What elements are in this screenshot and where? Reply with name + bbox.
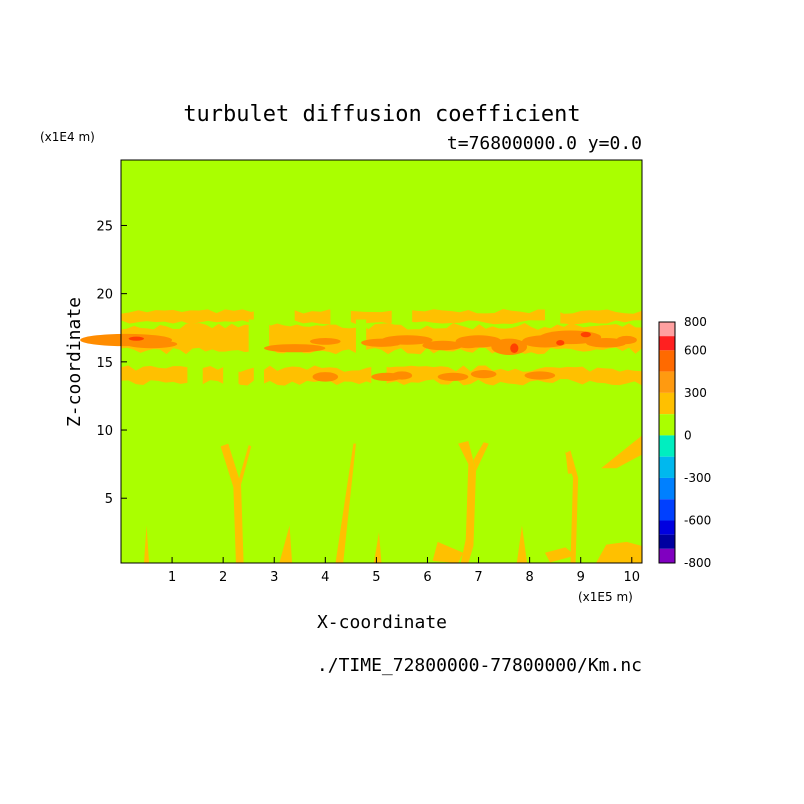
colorbar-swatch xyxy=(659,520,675,535)
x-tick-label: 1 xyxy=(168,570,176,585)
low-level-plume xyxy=(565,450,574,474)
colorbar-tick-label: -800 xyxy=(684,556,711,570)
low-level-plume xyxy=(516,525,528,563)
x-tick-label: 3 xyxy=(270,570,278,585)
y-unit-label: (x1E4 m) xyxy=(40,130,95,144)
high-kd-patch xyxy=(264,344,326,353)
x-tick-label: 6 xyxy=(423,570,431,585)
lower-band-gap xyxy=(187,361,203,390)
source-file-label: ./TIME_72800000-77800000/Km.nc xyxy=(317,655,642,676)
x-tick-label: 5 xyxy=(372,570,380,585)
y-tick-label: 5 xyxy=(105,492,113,507)
colorbar-swatch xyxy=(659,350,675,372)
high-kd-patch xyxy=(524,371,556,380)
upper-band-gap xyxy=(544,306,561,328)
low-level-plume xyxy=(373,532,382,563)
x-tick-label: 10 xyxy=(624,570,641,585)
x-tick-label: 2 xyxy=(219,570,227,585)
upper-band-gap xyxy=(330,306,351,328)
colorbar-tick-label: 0 xyxy=(684,428,692,442)
high-kd-patch xyxy=(126,340,178,349)
colorbar-tick-label: 600 xyxy=(684,343,707,357)
contour-features xyxy=(80,306,642,563)
x-axis-ticks: 1 2 3 4 5 6 7 8 9 10 xyxy=(168,557,640,585)
high-kd-patch xyxy=(422,340,464,351)
colorbar-swatch xyxy=(659,336,675,351)
plot-area: 1 2 3 4 5 6 7 8 9 10 5 10 15 20 25 xyxy=(80,159,643,585)
chart-subtitle: t=76800000.0 y=0.0 xyxy=(447,133,642,154)
main-band-gap xyxy=(248,319,270,358)
colorbar-tick-label: 300 xyxy=(684,386,707,400)
high-kd-patch xyxy=(437,372,469,381)
colorbar-swatch xyxy=(659,435,675,457)
low-level-plume xyxy=(335,443,356,563)
colorbar-tick-label: -600 xyxy=(684,513,711,527)
colorbar-tick-label: -300 xyxy=(684,471,711,485)
chart-title: turbulet diffusion coefficient xyxy=(183,102,580,127)
peak-kd-patch xyxy=(580,331,591,338)
y-tick-label: 15 xyxy=(96,356,113,371)
low-level-plume xyxy=(596,541,642,563)
low-level-plume xyxy=(432,541,464,563)
high-kd-patch xyxy=(312,372,339,382)
colorbar-swatch xyxy=(659,414,675,436)
low-level-plume xyxy=(238,445,252,485)
peak-kd-patch xyxy=(556,340,565,346)
y-tick-label: 25 xyxy=(96,219,113,234)
colorbar-frame xyxy=(658,321,676,564)
colorbar: 800 600 300 0 -300 -600 -800 xyxy=(658,315,711,570)
x-tick-label: 8 xyxy=(525,570,533,585)
colorbar-swatch xyxy=(659,499,675,521)
high-kd-patch xyxy=(309,337,341,345)
upper-band-gap xyxy=(391,306,413,328)
peak-kd-patch xyxy=(128,336,144,341)
y-tick-label: 10 xyxy=(96,424,113,439)
x-tick-label: 4 xyxy=(321,570,329,585)
x-axis-label: X-coordinate xyxy=(317,612,447,633)
y-axis-ticks: 5 10 15 20 25 xyxy=(96,219,127,507)
y-tick-label: 20 xyxy=(96,288,113,303)
high-kd-patch xyxy=(391,371,413,380)
low-level-plume xyxy=(473,442,489,471)
colorbar-swatch xyxy=(659,534,675,549)
x-tick-label: 7 xyxy=(474,570,482,585)
high-kd-patch xyxy=(585,337,627,348)
low-level-plume xyxy=(601,435,642,469)
high-kd-patch xyxy=(455,340,482,349)
low-level-plume xyxy=(143,525,150,563)
low-level-plume xyxy=(220,443,244,563)
lower-band-gap xyxy=(223,361,239,390)
colorbar-swatch xyxy=(659,477,675,500)
x-unit-label: (x1E5 m) xyxy=(578,590,633,604)
colorbar-swatch xyxy=(659,456,675,478)
low-level-plume xyxy=(544,547,576,563)
y-axis-label: Z-coordinate xyxy=(64,297,85,427)
colorbar-swatch xyxy=(659,392,675,415)
colorbar-swatch xyxy=(659,548,675,563)
colorbar-swatch xyxy=(659,371,675,393)
colorbar-tick-label: 800 xyxy=(684,315,707,329)
low-level-plume xyxy=(565,450,579,563)
heatmap-background xyxy=(121,160,642,563)
low-level-plume xyxy=(279,525,293,563)
low-level-plume xyxy=(458,440,476,563)
high-kd-patch xyxy=(470,370,497,379)
colorbar-swatch xyxy=(659,322,675,337)
x-tick-label: 9 xyxy=(577,570,585,585)
lower-band-gap xyxy=(253,361,265,390)
main-band-gap xyxy=(355,319,367,358)
high-kd-patch xyxy=(491,338,528,356)
peak-kd-patch xyxy=(510,343,519,353)
high-kd-patch xyxy=(381,335,433,345)
high-kd-patch xyxy=(616,335,637,345)
